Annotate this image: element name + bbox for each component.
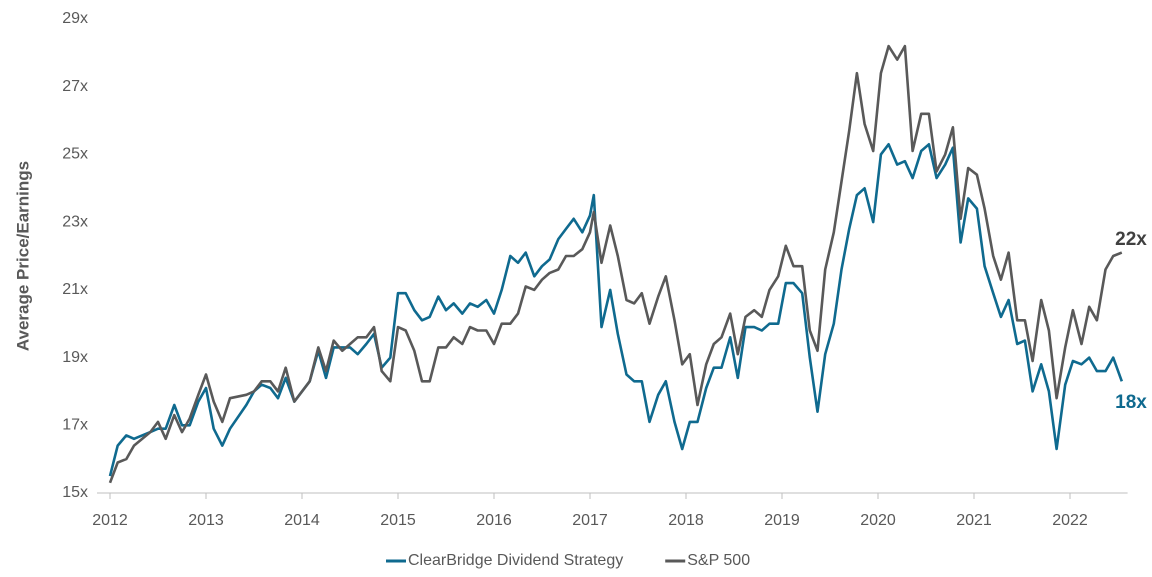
y-tick-label: 25x xyxy=(62,146,88,163)
x-tick-label: 2013 xyxy=(188,512,224,529)
end-label: 18x xyxy=(1115,392,1147,413)
x-tick-label: 2020 xyxy=(860,512,896,529)
y-tick-label: 19x xyxy=(62,349,88,366)
y-axis-title: Average Price/Earnings xyxy=(13,161,32,351)
legend-label: ClearBridge Dividend Strategy xyxy=(408,552,623,569)
legend-label: S&P 500 xyxy=(687,552,750,569)
x-tick-label: 2019 xyxy=(764,512,800,529)
x-tick-label: 2017 xyxy=(572,512,608,529)
series-line xyxy=(108,44,1123,484)
x-tick-label: 2021 xyxy=(956,512,992,529)
x-tick-label: 2022 xyxy=(1052,512,1088,529)
series-line xyxy=(108,143,1124,477)
y-tick-label: 23x xyxy=(62,213,88,230)
y-tick-label: 21x xyxy=(62,281,88,298)
y-tick-label: 27x xyxy=(62,78,88,95)
y-tick-label: 17x xyxy=(62,417,88,434)
x-tick-label: 2018 xyxy=(668,512,704,529)
x-tick-label: 2014 xyxy=(284,512,320,529)
y-tick-label: 29x xyxy=(62,10,88,27)
x-tick-label: 2012 xyxy=(92,512,128,529)
x-tick-label: 2016 xyxy=(476,512,512,529)
end-label: 22x xyxy=(1115,229,1147,250)
x-tick-label: 2015 xyxy=(380,512,416,529)
y-tick-label: 15x xyxy=(62,484,88,501)
